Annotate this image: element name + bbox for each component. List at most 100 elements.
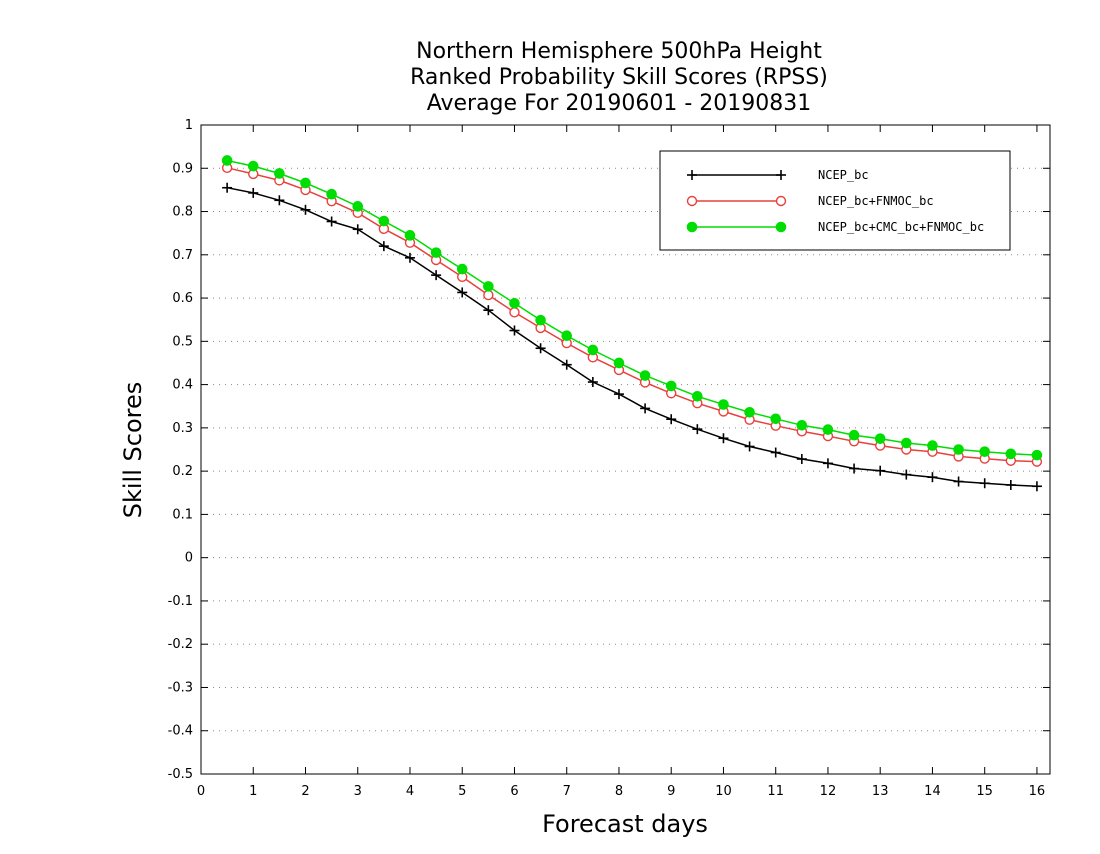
data-point <box>248 187 259 198</box>
y-tick-label: 0.8 <box>172 205 193 220</box>
data-point <box>378 215 390 227</box>
legend-marker <box>775 195 787 207</box>
data-point <box>875 465 886 476</box>
data-point <box>822 458 833 469</box>
data-point <box>849 463 860 474</box>
x-tick-label: 8 <box>615 784 623 799</box>
data-point <box>639 370 651 381</box>
y-axis-title: Skill Scores <box>119 382 147 519</box>
y-tick-label: 0.4 <box>172 378 193 393</box>
data-point <box>770 447 781 458</box>
chart-title-line-3: Average For 20190601 - 20190831 <box>427 91 812 116</box>
axis-ticks: -0.5 -0.4 -0.3 -0.2 -0.1 0 0.1 0.2 0.3 0.4 0.5 0.6 0… <box>168 118 1050 799</box>
legend: NCEP_bc NCEP_bc+FNMOC_bc NCEP_bc+CMC_bc+FN… <box>659 150 1011 251</box>
data-point <box>456 263 468 275</box>
data-point <box>483 281 494 292</box>
series-2 <box>221 155 1043 461</box>
legend-label: NCEP_bc <box>818 168 869 182</box>
data-point <box>640 403 651 414</box>
x-tick-label: 6 <box>510 784 518 799</box>
x-tick-label: 15 <box>976 784 993 799</box>
y-tick-label: 1 <box>185 118 193 133</box>
x-tick-label: 1 <box>249 784 257 799</box>
x-tick-label: 10 <box>715 784 732 799</box>
data-point <box>561 330 573 342</box>
data-point <box>665 380 677 392</box>
x-tick-label: 13 <box>872 784 889 799</box>
data-point <box>927 472 938 483</box>
data-point <box>483 289 494 301</box>
x-tick-label: 5 <box>458 784 466 799</box>
data-point <box>744 441 755 452</box>
data-point <box>404 230 416 241</box>
data-point <box>274 195 285 206</box>
data-point <box>221 155 233 166</box>
data-point <box>535 314 546 326</box>
data-point <box>848 429 860 441</box>
data-point <box>718 399 729 410</box>
data-point <box>587 377 598 388</box>
data-point <box>457 287 468 298</box>
x-tick-label: 16 <box>1029 784 1046 799</box>
y-tick-label: 0.5 <box>172 334 193 349</box>
data-point <box>561 359 572 370</box>
data-point <box>613 357 625 369</box>
x-tick-label: 0 <box>197 784 205 799</box>
data-point <box>352 201 364 212</box>
y-tick-label: 0.1 <box>172 507 193 522</box>
legend-label: NCEP_bc+CMC_bc+FNMOC_bc <box>818 220 984 234</box>
x-tick-label: 2 <box>301 784 309 799</box>
data-point <box>509 297 520 309</box>
x-tick-label: 4 <box>406 784 414 799</box>
legend-item-2: NCEP_bc+CMC_bc+FNMOC_bc <box>686 220 984 234</box>
chart-title-line-1: Northern Hemisphere 500hPa Height <box>416 39 822 64</box>
data-point <box>274 168 285 179</box>
data-point <box>874 433 886 444</box>
y-tick-label: 0.6 <box>172 291 193 306</box>
data-point <box>326 188 337 200</box>
y-tick-label: 0.7 <box>172 248 193 263</box>
y-tick-label: -0.1 <box>168 594 193 609</box>
y-tick-label: 0.3 <box>172 421 193 436</box>
data-point <box>822 424 834 435</box>
data-point <box>300 177 311 189</box>
data-point <box>692 390 703 402</box>
data-point <box>901 437 912 449</box>
data-point <box>718 433 729 444</box>
legend-marker <box>686 195 698 207</box>
x-tick-label: 9 <box>667 784 675 799</box>
data-point <box>222 182 233 193</box>
data-point <box>744 406 755 418</box>
series-group <box>221 155 1043 492</box>
x-tick-label: 3 <box>354 784 362 799</box>
legend-marker <box>776 170 786 180</box>
y-tick-label: -0.4 <box>168 724 193 739</box>
data-point <box>247 160 259 172</box>
legend-item-1: NCEP_bc+FNMOC_bc <box>686 194 934 208</box>
data-point <box>509 307 520 318</box>
data-point <box>509 325 520 336</box>
data-point <box>770 413 782 425</box>
grid-lines <box>201 167 1050 732</box>
data-point <box>326 216 337 227</box>
data-point <box>796 454 807 465</box>
data-point <box>1005 448 1017 460</box>
y-tick-label: -0.5 <box>168 767 193 782</box>
data-point <box>404 252 415 263</box>
data-point <box>587 344 599 356</box>
data-point <box>535 343 546 354</box>
y-tick-label: 0 <box>185 551 193 566</box>
data-point <box>352 224 363 235</box>
data-point <box>300 204 311 215</box>
legend-marker <box>686 221 698 233</box>
data-point <box>1005 479 1016 490</box>
plot-frame <box>200 124 1051 775</box>
x-tick-label: 14 <box>924 784 941 799</box>
data-point <box>901 469 912 480</box>
legend-marker <box>775 221 787 233</box>
data-point <box>979 478 990 489</box>
x-tick-label: 11 <box>767 784 784 799</box>
y-tick-label: 0.2 <box>172 464 193 479</box>
x-axis-title: Forecast days <box>542 810 708 838</box>
